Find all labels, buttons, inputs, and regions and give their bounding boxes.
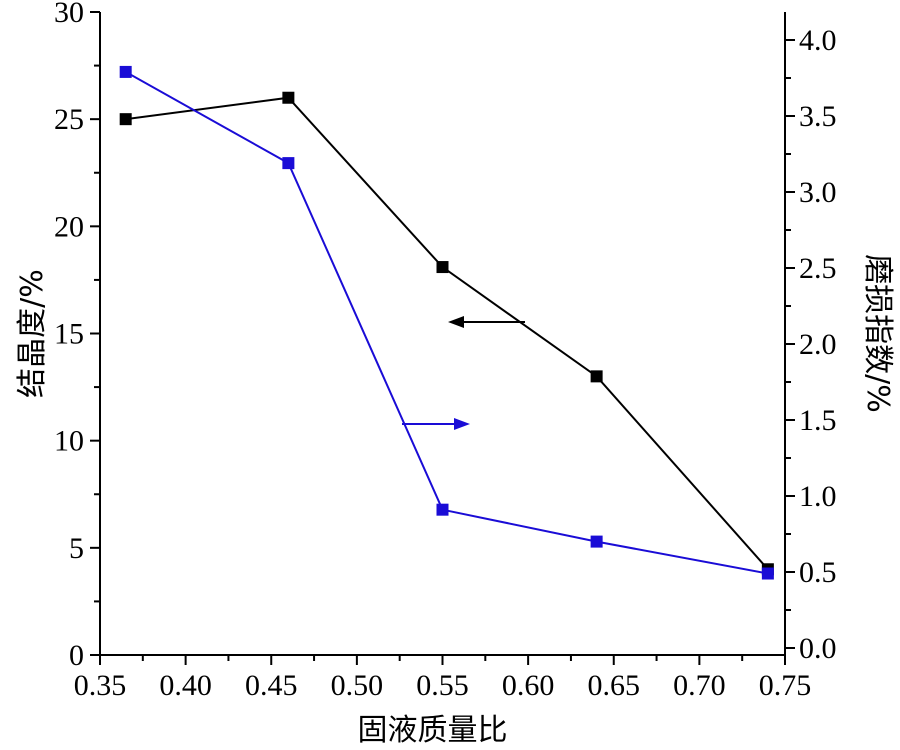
y-right-tick-label: 3.0 [799,176,837,209]
y-left-tick-label: 25 [54,103,84,136]
y-left-tick-label: 30 [54,0,84,29]
data-point-left [436,261,449,274]
data-point-left [590,370,603,383]
y-left-tick-label: 15 [54,318,84,351]
data-point-right [119,65,132,78]
x-tick-label: 0.40 [159,669,212,702]
y-left-tick-label: 10 [54,425,84,458]
y-left-tick-label: 5 [69,532,84,565]
y-right-tick-label: 2.0 [799,328,837,361]
y-right-tick-label: 0.0 [799,632,837,665]
x-tick-label: 0.35 [74,669,127,702]
x-tick-label: 0.55 [416,669,469,702]
x-tick-label: 0.65 [588,669,641,702]
series-line-left [125,96,769,570]
y-left-axis-title: 结晶度/% [15,269,50,398]
x-axis-title: 固液质量比 [358,713,508,748]
data-point-left [282,91,295,104]
y-right-tick-label: 3.5 [799,100,837,133]
x-tick-label: 0.45 [245,669,298,702]
x-tick-label: 0.60 [502,669,555,702]
arrow-head-left [448,316,464,328]
y-right-tick-label: 2.5 [799,252,837,285]
y-right-tick-label: 0.5 [799,556,837,589]
data-point-right [761,567,774,580]
data-point-right [282,157,295,170]
y-right-tick-label: 1.5 [799,404,837,437]
y-left-tick-label: 20 [54,210,84,243]
data-point-right [590,535,603,548]
data-point-right [436,503,449,516]
x-tick-label: 0.50 [331,669,384,702]
arrow-head-right [454,418,470,430]
x-tick-label: 0.75 [759,669,812,702]
x-tick-label: 0.70 [673,669,726,702]
y-right-tick-label: 1.0 [799,480,837,513]
y-left-tick-label: 0 [69,639,84,672]
y-right-axis-title: 磨损指数/% [860,254,895,413]
data-point-left [119,113,132,126]
series-line-right [125,71,769,575]
y-right-tick-label: 4.0 [799,24,837,57]
